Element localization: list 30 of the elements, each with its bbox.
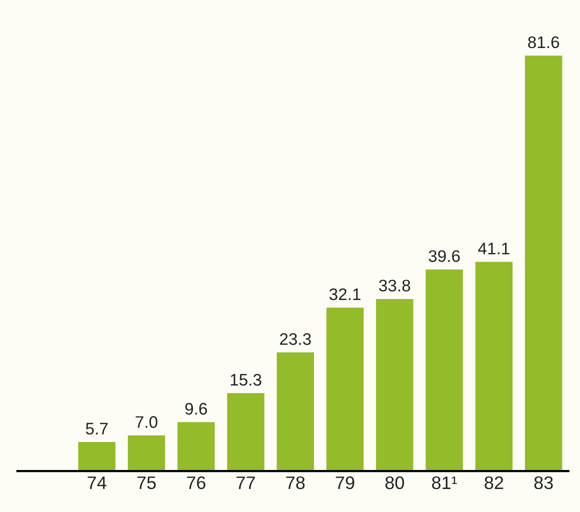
bar	[326, 308, 364, 472]
data-label: 23.3	[280, 333, 311, 345]
x-tick-label: 80	[385, 476, 404, 490]
x-tick-label: 78	[286, 476, 305, 490]
x-tick-label: 81¹	[432, 476, 457, 490]
data-label: 15.3	[230, 374, 262, 386]
x-tick-label: 77	[236, 476, 255, 489]
x-tick-label: 79	[336, 476, 354, 490]
bar	[227, 393, 264, 472]
x-tick-label: 83	[534, 476, 553, 490]
bar	[177, 422, 215, 472]
bar	[376, 298, 414, 472]
data-label: 39.6	[428, 250, 460, 262]
bar	[524, 56, 562, 472]
x-tick-label: 75	[137, 476, 156, 490]
data-label: 7.0	[136, 416, 158, 428]
bar	[426, 269, 463, 472]
bar	[276, 352, 314, 472]
data-label: 33.8	[379, 280, 410, 292]
x-tick-label: 82	[484, 476, 504, 490]
bar	[78, 442, 116, 472]
x-tick-label: 76	[186, 476, 206, 490]
bar	[128, 435, 166, 472]
data-label: 32.1	[329, 288, 360, 300]
data-label: 81.6	[528, 36, 560, 48]
data-label: 41.1	[478, 242, 510, 254]
data-label: 9.6	[185, 402, 207, 415]
x-tick-label: 74	[88, 476, 106, 489]
bar	[475, 262, 513, 472]
data-label: 5.7	[86, 422, 108, 435]
